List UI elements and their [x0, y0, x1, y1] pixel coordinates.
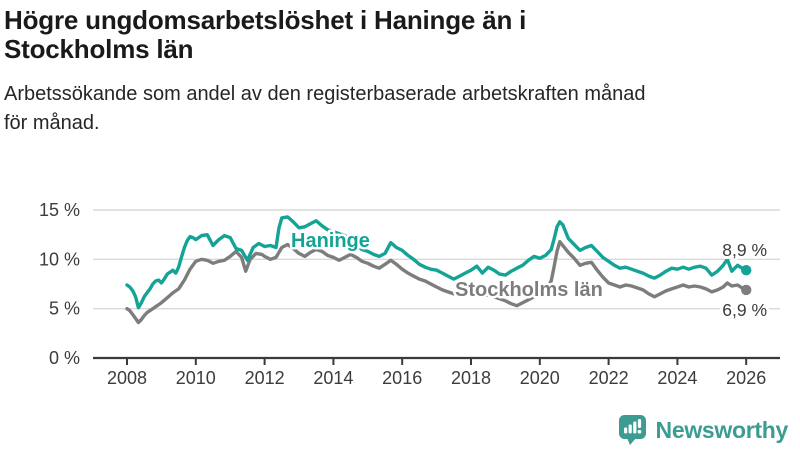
- brand-name: Newsworthy: [655, 416, 789, 443]
- line-haninge: [125, 215, 748, 310]
- y-axis-label-5: 5 %: [49, 299, 80, 319]
- title-line-2: Stockholms län: [4, 34, 194, 65]
- newsworthy-logo-icon: [618, 415, 646, 445]
- end-dot-haninge: [741, 264, 752, 276]
- x-axis-label-2010: 2010: [176, 368, 216, 388]
- brand-footer: Newsworthy: [618, 414, 788, 446]
- unemployment-line-chart: 0 % 5 % 10 % 15 % 2008 2010 2012 2014 2016 2018 20…: [39, 200, 780, 388]
- subtitle-line-2: för månad.: [4, 112, 100, 135]
- chart-header: Högre ungdomsarbetslöshet i Haninge än i…: [4, 5, 796, 138]
- x-axis-label-2024: 2024: [657, 368, 697, 388]
- page-title: Högre ungdomsarbetslöshet i Haninge än i…: [4, 5, 796, 65]
- end-dot-stockholms-l-n: [741, 284, 752, 296]
- x-axis-label-2008: 2008: [107, 368, 147, 388]
- y-axis-label-0: 0 %: [49, 348, 80, 368]
- end-value-label-haninge: 8,9 %: [722, 240, 767, 260]
- series-label-haninge: Haninge: [291, 230, 370, 252]
- title-line-1: Högre ungdomsarbetslöshet i Haninge än i: [4, 5, 527, 35]
- x-axis-label-2020: 2020: [520, 368, 560, 388]
- x-axis-label-2016: 2016: [382, 368, 422, 388]
- series-label-stockholms-l-n: Stockholms län: [455, 279, 603, 301]
- x-axis-label-2014: 2014: [313, 368, 353, 388]
- chart-subtitle: Arbetssökande som andel av den registerb…: [4, 80, 796, 138]
- subtitle-line-1: Arbetssökande som andel av den registerb…: [4, 83, 646, 106]
- y-axis-label-10: 10 %: [39, 249, 80, 269]
- x-axis-label-2018: 2018: [451, 368, 491, 388]
- line-stockholms-l-n: [125, 239, 748, 325]
- line-chart-area: 0 % 5 % 10 % 15 % 2008 2010 2012 2014 2016 2018 20…: [39, 200, 780, 388]
- end-value-label-stockholms-l-n: 6,9 %: [722, 300, 767, 320]
- x-axis-label-2022: 2022: [589, 368, 629, 388]
- x-axis-label-2026: 2026: [726, 368, 766, 388]
- x-axis-label-2012: 2012: [245, 368, 285, 388]
- y-axis-label-15: 15 %: [39, 200, 80, 220]
